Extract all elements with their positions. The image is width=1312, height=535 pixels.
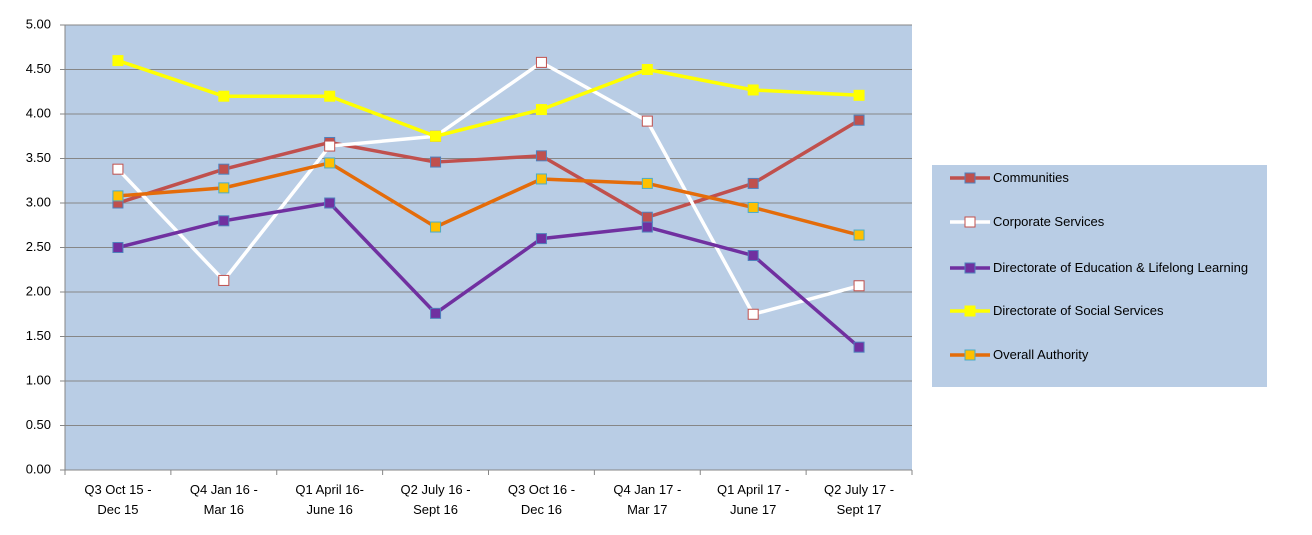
marker (535, 150, 547, 162)
legend-label: Directorate of Social Services (993, 303, 1164, 318)
series-line (117, 58, 860, 138)
marker (218, 90, 230, 102)
marker (747, 84, 759, 96)
y-tick-label: 5.00 (26, 16, 51, 31)
y-tick-label: 0.00 (26, 461, 51, 476)
marker (324, 197, 336, 209)
marker (641, 64, 653, 75)
marker (641, 211, 653, 223)
marker (853, 280, 865, 292)
marker (641, 221, 653, 233)
marker (853, 341, 865, 353)
marker (853, 229, 865, 241)
series-line (117, 201, 861, 349)
marker (535, 233, 547, 245)
y-tick-label: 2.50 (26, 239, 51, 254)
marker (112, 163, 124, 175)
marker (112, 242, 124, 253)
series-line (117, 118, 860, 219)
x-tick-label: Q3 Oct 16 - Dec 16 (507, 482, 576, 517)
marker (747, 177, 759, 189)
x-tick-label: Q2 July 16 - Sept 16 (400, 482, 471, 517)
marker (535, 104, 547, 116)
marker (535, 56, 547, 68)
marker (747, 201, 759, 213)
marker (430, 221, 442, 233)
legend-label: Corporate Services (993, 214, 1105, 229)
x-tick-label: Q3 Oct 15 - Dec 15 (84, 482, 152, 517)
marker (747, 308, 759, 320)
y-tick-label: 1.00 (26, 372, 51, 387)
x-tick-label: Q1 April 17 - June 17 (717, 482, 790, 517)
marker (430, 307, 442, 319)
y-tick-label: 4.50 (26, 61, 51, 76)
y-tick-label: 3.50 (26, 150, 51, 165)
series-line (116, 60, 860, 316)
marker (324, 90, 336, 102)
marker (853, 89, 865, 101)
y-tick-label: 2.00 (26, 283, 51, 298)
series-line (117, 161, 860, 237)
marker (218, 215, 230, 227)
marker (112, 190, 124, 202)
y-tick-label: 1.50 (26, 328, 51, 343)
legend-marker (964, 262, 976, 274)
marker (747, 250, 759, 262)
marker (853, 114, 865, 126)
legend-box (932, 165, 1267, 387)
legend-label: Directorate of Education & Lifelong Lear… (993, 260, 1249, 275)
marker (641, 177, 653, 189)
x-tick-label: Q4 Jan 16 - Mar 16 (189, 482, 258, 517)
marker (430, 156, 442, 168)
x-tick-label: Q2 July 17 - Sept 17 (824, 482, 895, 517)
legend-label: Communities (993, 170, 1069, 185)
legend-marker (964, 216, 976, 228)
x-tick-label: Q1 April 16- June 16 (295, 482, 365, 517)
x-tick-label: Q4 Jan 17 - Mar 17 (613, 482, 682, 517)
legend-marker (964, 172, 976, 184)
marker (324, 140, 336, 152)
marker (112, 55, 124, 67)
legend-label: Overall Authority (993, 347, 1089, 362)
marker (218, 163, 230, 175)
marker (218, 274, 230, 286)
y-tick-label: 4.00 (26, 105, 51, 120)
y-tick-label: 3.00 (26, 194, 51, 209)
marker (218, 182, 230, 194)
legend-marker (964, 349, 976, 361)
marker (641, 115, 653, 127)
y-tick-label: 0.50 (26, 417, 51, 432)
marker (324, 157, 336, 169)
legend-marker (964, 305, 976, 317)
marker (535, 173, 547, 185)
marker (430, 130, 442, 142)
